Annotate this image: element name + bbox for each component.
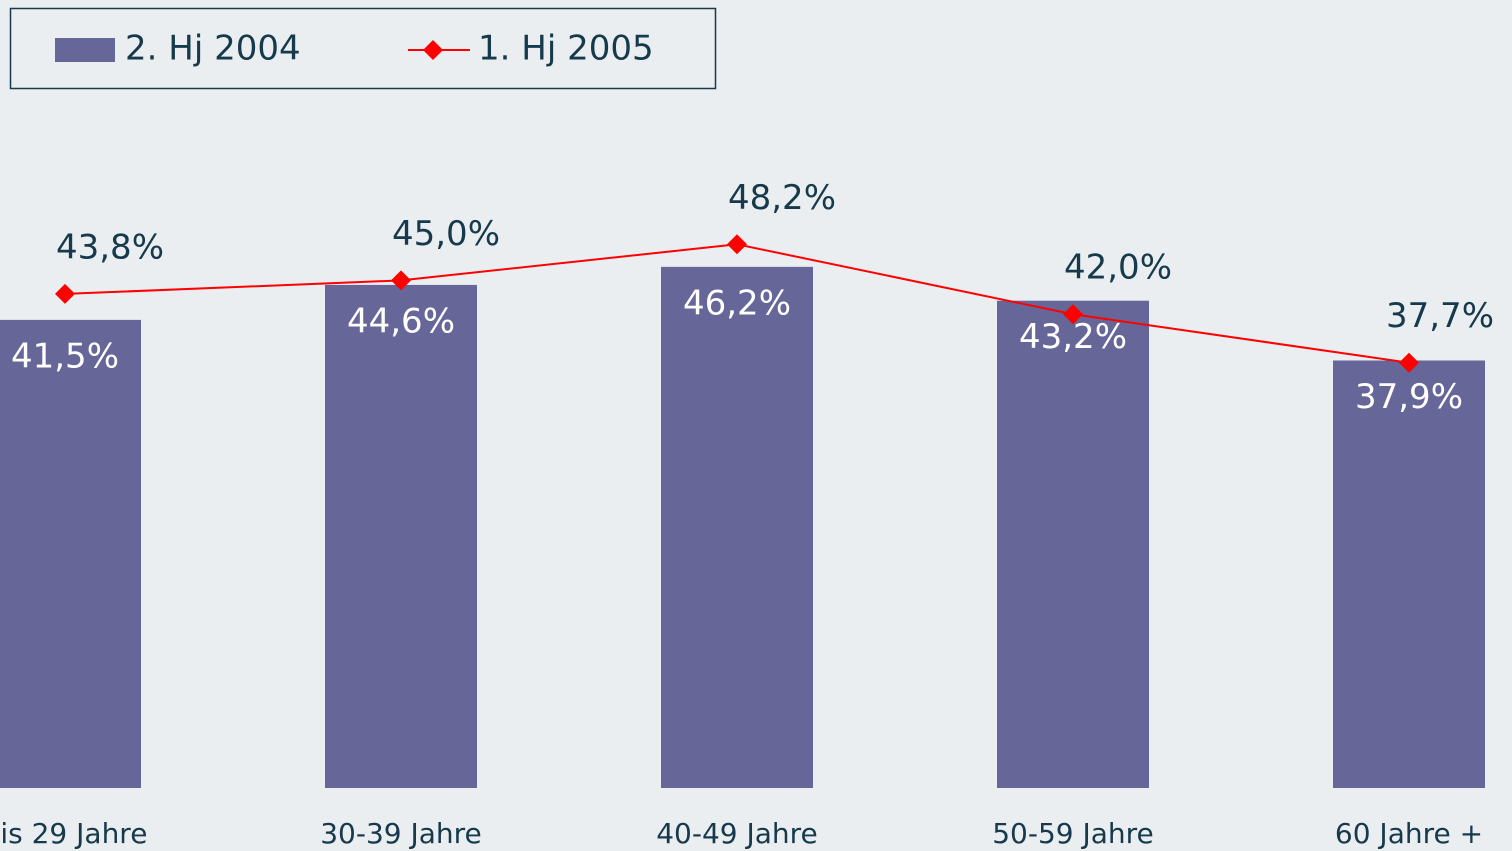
legend-label: 2. Hj 2004 [125, 29, 301, 69]
line-value-label: 37,7% [1386, 296, 1494, 336]
legend-marker [423, 40, 443, 60]
legend-swatch [55, 38, 115, 62]
legend-box [9, 7, 717, 90]
x-tick-label: 60 Jahre + [1335, 817, 1483, 850]
bar [0, 319, 141, 788]
line-marker [1063, 304, 1083, 325]
line-value-label: 42,0% [1064, 248, 1172, 288]
x-tick-label: 30-39 Jahre [320, 817, 482, 850]
line-marker [391, 270, 411, 291]
line-value-label: 43,8% [56, 227, 164, 267]
legend-label: 1. Hj 2005 [478, 29, 654, 69]
bar [997, 300, 1149, 788]
bar-value-label: 44,6% [347, 301, 455, 341]
x-tick-label: 50-59 Jahre [992, 817, 1154, 850]
line-marker [1399, 352, 1419, 373]
bar-value-label: 41,5% [11, 336, 119, 376]
line-marker [55, 283, 75, 304]
x-tick-label: bis 29 Jahre [0, 817, 147, 850]
bar [1333, 360, 1485, 788]
line-value-label: 45,0% [392, 214, 500, 254]
bar [661, 266, 813, 788]
bar-value-label: 46,2% [683, 283, 791, 323]
bar-value-label: 37,9% [1355, 377, 1463, 417]
line-marker [727, 234, 747, 255]
bar [325, 284, 477, 788]
line-value-label: 48,2% [728, 178, 836, 218]
x-tick-label: 40-49 Jahre [656, 817, 818, 850]
